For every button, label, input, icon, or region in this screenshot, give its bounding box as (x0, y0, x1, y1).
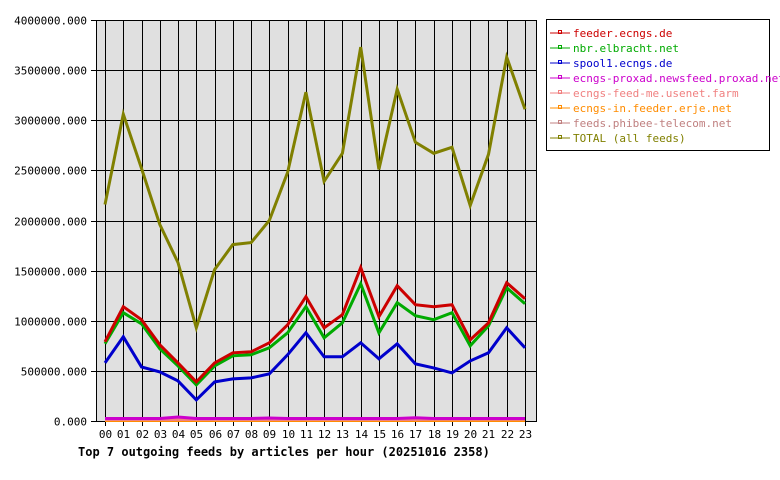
legend-item: feeder.ecngs.de (550, 27, 672, 40)
x-tick-label: 08 (245, 428, 258, 441)
x-tick-label: 07 (227, 428, 240, 441)
series-line (105, 415, 525, 420)
x-tick-label: 04 (172, 428, 186, 441)
x-tick-label: 13 (336, 428, 349, 441)
x-tick-label: 05 (190, 428, 203, 441)
legend-marker-icon (558, 90, 562, 94)
y-tick-label: 3000000.000 (14, 115, 87, 128)
x-tick-label: 14 (355, 428, 369, 441)
legend-label: ecngs-feed-me.usenet.farm (573, 87, 739, 100)
legend-item: TOTAL (all feeds) (550, 132, 686, 145)
x-tick-label: 20 (464, 428, 477, 441)
y-tick-label: 500000.000 (21, 366, 87, 379)
chart-title: Top 7 outgoing feeds by articles per hou… (78, 445, 490, 459)
series-line (103, 325, 527, 403)
x-tick-label: 09 (263, 428, 276, 441)
legend-label: TOTAL (all feeds) (573, 132, 686, 145)
legend-item: nbr.elbracht.net (550, 42, 679, 55)
series-line (103, 46, 527, 334)
x-axis: 00 01 02 03 04 05 06 07 08 09 10 11 12 13 14 15 16 17 18 19… (99, 421, 532, 441)
y-tick-label: 0.000 (54, 416, 87, 429)
y-tick-label: 2500000.000 (14, 165, 87, 178)
x-tick-label: 19 (446, 428, 459, 441)
legend-label: ecngs-in.feeder.erje.net (573, 102, 732, 115)
legend-marker-icon (558, 45, 562, 49)
x-tick-label: 23 (519, 428, 532, 441)
legend-item: ecngs-feed-me.usenet.farm (550, 87, 739, 100)
y-tick-label: 1000000.000 (14, 316, 87, 329)
x-tick-label: 12 (318, 428, 331, 441)
legend-marker-icon (558, 30, 562, 34)
legend-marker-icon (558, 120, 562, 124)
legend-label: spool1.ecngs.de (573, 57, 672, 70)
y-tick-label: 2000000.000 (14, 216, 87, 229)
x-tick-label: 10 (282, 428, 295, 441)
y-axis: 0.000 500000.000 1000000.000 1500000.000 200… (14, 15, 96, 429)
x-tick-label: 06 (209, 428, 222, 441)
series-line (103, 279, 526, 388)
x-tick-label: 21 (482, 428, 495, 441)
x-tick-label: 11 (300, 428, 313, 441)
legend-item: ecngs-in.feeder.erje.net (550, 102, 732, 115)
legend-item: feeds.phibee-telecom.net (550, 117, 732, 130)
x-tick-label: 03 (154, 428, 167, 441)
y-tick-label: 1500000.000 (14, 266, 87, 279)
x-tick-label: 22 (501, 428, 514, 441)
legend: feeder.ecngs.de nbr.elbracht.net spool1.ec… (546, 19, 780, 151)
legend-marker-icon (558, 60, 562, 64)
legend-marker-icon (558, 135, 562, 139)
x-tick-label: 00 (99, 428, 112, 441)
x-tick-label: 15 (373, 428, 386, 441)
x-tick-label: 18 (428, 428, 441, 441)
legend-label: ecngs-proxad.newsfeed.proxad.net (573, 72, 780, 85)
legend-label: feeder.ecngs.de (573, 27, 672, 40)
series-lines (103, 46, 527, 422)
legend-marker-icon (558, 105, 562, 109)
x-tick-label: 17 (409, 428, 422, 441)
legend-item: spool1.ecngs.de (550, 57, 672, 70)
x-tick-label: 02 (136, 428, 149, 441)
x-tick-label: 01 (117, 428, 130, 441)
legend-label: nbr.elbracht.net (573, 42, 679, 55)
y-tick-label: 4000000.000 (14, 15, 87, 28)
legend-label: feeds.phibee-telecom.net (573, 117, 732, 130)
series-line (103, 263, 526, 385)
x-tick-label: 16 (391, 428, 404, 441)
legend-marker-icon (558, 75, 562, 79)
legend-item: ecngs-proxad.newsfeed.proxad.net (550, 72, 780, 85)
y-tick-label: 3500000.000 (14, 65, 87, 78)
